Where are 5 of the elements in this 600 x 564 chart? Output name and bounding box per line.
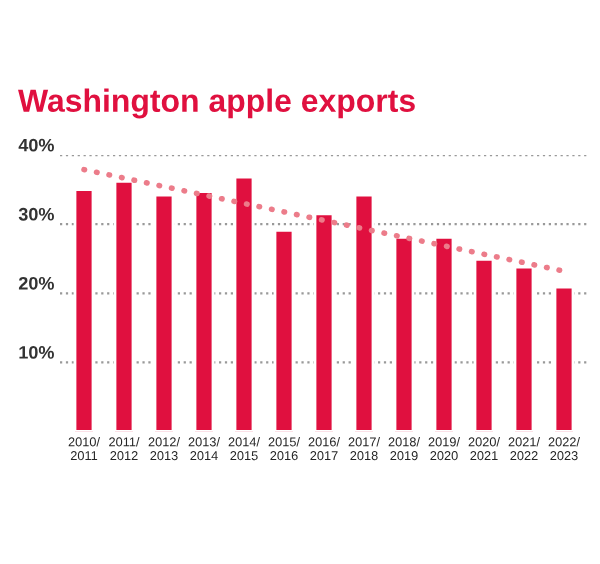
y-tick-label: 40% — [18, 138, 54, 152]
chart-title: Washington apple exports — [18, 88, 415, 119]
y-tick-label: 20% — [18, 276, 54, 290]
y-tick-label: 10% — [19, 346, 54, 359]
y-tick-label: 30% — [18, 207, 54, 221]
